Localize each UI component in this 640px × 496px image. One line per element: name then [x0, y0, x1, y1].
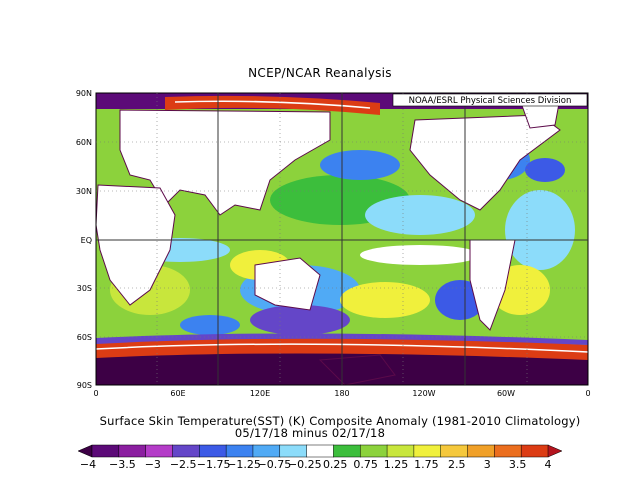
lat-label: 90N [76, 89, 92, 98]
colorbar-swatch [467, 444, 495, 458]
colorbar-swatch [359, 444, 388, 458]
colorbar-label: −3 [145, 458, 161, 471]
lon-label: 60E [170, 389, 185, 398]
colorbar-label: 3.5 [509, 458, 527, 471]
colorbar-swatch [77, 444, 93, 458]
grid-lines [96, 93, 588, 385]
colorbar-label: −1.75 [197, 458, 231, 471]
lat-label: 60S [77, 333, 92, 342]
colorbar-label: 4 [545, 458, 552, 471]
colorbar-label: −0.25 [288, 458, 322, 471]
lon-label: 60W [497, 389, 515, 398]
colorbar-swatch [494, 444, 522, 458]
lon-label: 120E [250, 389, 270, 398]
colorbar-label: 0.75 [353, 458, 378, 471]
caption-line-1: Surface Skin Temperature(SST) (K) Compos… [99, 414, 581, 428]
colorbar-label: 1.25 [384, 458, 409, 471]
colorbar-swatch [386, 444, 415, 458]
colorbar-labels: −4 −3.5 −3 −2.5 −1.75−1.25−0.75−0.25 0.25 0.75… [80, 458, 552, 471]
lon-label: 0 [93, 389, 98, 398]
land-masses [96, 97, 561, 385]
colorbar-label: 2.5 [448, 458, 466, 471]
lat-label: 90S [77, 381, 92, 390]
lat-labels: 90N 60N 30N EQ 30S 60S 90S [76, 89, 92, 390]
colorbar-swatch [279, 444, 308, 458]
colorbar-swatch [252, 444, 281, 458]
colorbar-swatch [440, 444, 469, 458]
credit-box [392, 93, 588, 107]
lon-label: 120W [412, 389, 435, 398]
chart-title: NCEP/NCAR Reanalysis [248, 66, 392, 80]
lon-labels: 0 60E 120E 180 120W 60W 0 [93, 389, 590, 398]
lon-label: 180 [334, 389, 349, 398]
colorbar [77, 444, 563, 458]
colorbar-label: −1.25 [227, 458, 261, 471]
credit-text: NOAA/ESRL Physical Sciences Division [409, 96, 572, 106]
colorbar-swatch [91, 444, 120, 458]
colorbar-label: 1.75 [414, 458, 439, 471]
colorbar-swatch [333, 444, 361, 458]
colorbar-swatch [199, 444, 227, 458]
colorbar-label: −3.5 [109, 458, 136, 471]
caption-line-2: 05/17/18 minus 02/17/18 [234, 426, 386, 440]
colorbar-swatch [225, 444, 254, 458]
colorbar-label: 3 [484, 458, 491, 471]
lat-label: 30S [77, 284, 92, 293]
lat-label: 60N [76, 138, 92, 147]
colorbar-swatch [520, 444, 549, 458]
colorbar-label: −4 [80, 458, 96, 471]
colorbar-swatch [145, 444, 174, 458]
colorbar-label: 0.25 [323, 458, 348, 471]
lon-label: 0 [585, 389, 590, 398]
colorbar-swatch [547, 444, 563, 458]
colorbar-label: −0.75 [258, 458, 292, 471]
lat-label: 30N [76, 187, 92, 196]
lat-label: EQ [81, 236, 92, 245]
colorbar-swatch [413, 444, 442, 458]
colorbar-swatch [172, 444, 200, 458]
colorbar-swatch [306, 444, 334, 458]
colorbar-label: −2.5 [170, 458, 197, 471]
colorbar-swatch [118, 444, 147, 458]
